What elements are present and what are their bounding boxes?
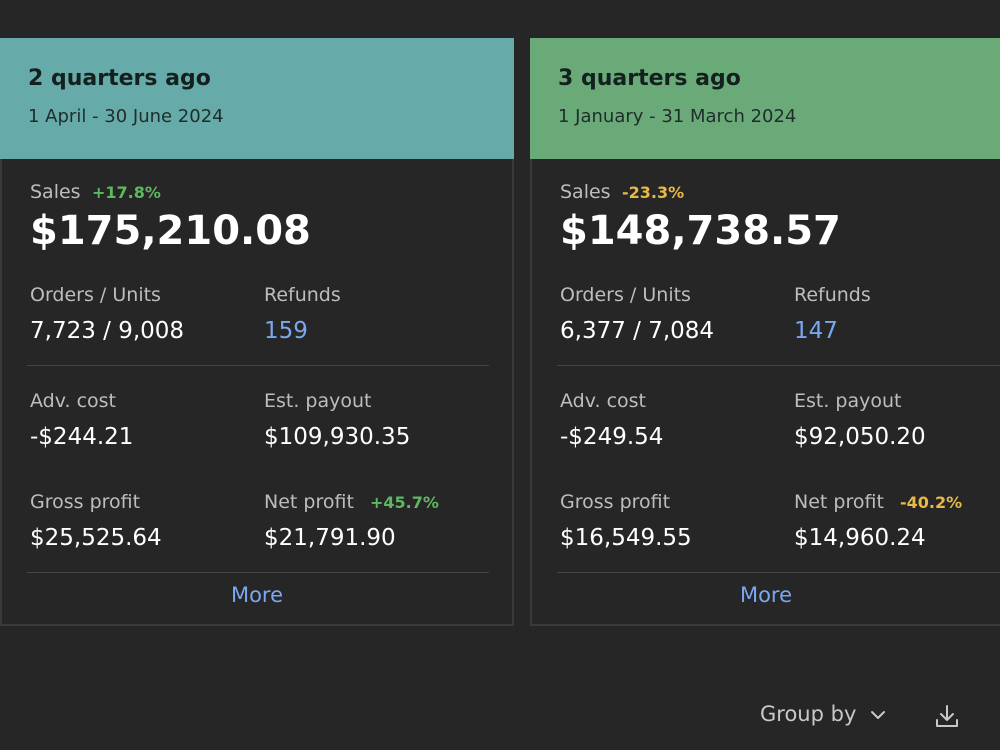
card-title: 3 quarters ago	[558, 66, 741, 91]
gross-profit-value: $25,525.64	[30, 525, 162, 551]
net-profit-label: Net profit	[794, 491, 884, 513]
download-button[interactable]	[933, 702, 961, 734]
adv-cost-value: -$249.54	[560, 424, 664, 450]
card-date-range: 1 January - 31 March 2024	[558, 106, 797, 127]
orders-units-label: Orders / Units	[30, 284, 161, 306]
adv-cost-label: Adv. cost	[560, 390, 646, 412]
more-link[interactable]: More	[230, 583, 284, 607]
group-by-label: Group by	[760, 702, 857, 726]
period-card-3-quarters-ago: 3 quarters ago 1 January - 31 March 2024…	[530, 38, 1000, 626]
sales-change: +17.8%	[92, 183, 161, 202]
period-card-2-quarters-ago: 2 quarters ago 1 April - 30 June 2024 Sa…	[0, 38, 514, 626]
refunds-label: Refunds	[264, 284, 341, 306]
group-by-dropdown[interactable]: Group by	[760, 702, 887, 726]
net-profit-value: $14,960.24	[794, 525, 926, 551]
card-header: 2 quarters ago 1 April - 30 June 2024	[0, 38, 514, 159]
divider	[557, 572, 1000, 573]
sales-change: -23.3%	[622, 183, 685, 202]
refunds-link[interactable]: 147	[794, 318, 838, 344]
refunds-label: Refunds	[794, 284, 871, 306]
refunds-link[interactable]: 159	[264, 318, 308, 344]
net-profit-change: +45.7%	[370, 493, 439, 512]
sales-label: Sales	[560, 181, 611, 203]
card-date-range: 1 April - 30 June 2024	[28, 106, 224, 127]
sales-value: $148,738.57	[560, 208, 841, 254]
net-profit-label: Net profit	[264, 491, 354, 513]
download-icon	[936, 705, 958, 727]
sales-label: Sales	[30, 181, 81, 203]
net-profit-change: -40.2%	[900, 493, 963, 512]
adv-cost-value: -$244.21	[30, 424, 134, 450]
net-profit-value: $21,791.90	[264, 525, 396, 551]
gross-profit-label: Gross profit	[560, 491, 671, 513]
card-title: 2 quarters ago	[28, 66, 211, 91]
card-header: 3 quarters ago 1 January - 31 March 2024	[530, 38, 1000, 159]
gross-profit-label: Gross profit	[30, 491, 141, 513]
sales-value: $175,210.08	[30, 208, 311, 254]
divider	[27, 365, 489, 366]
divider	[557, 365, 1000, 366]
orders-units-value: 6,377 / 7,084	[560, 318, 715, 344]
adv-cost-label: Adv. cost	[30, 390, 116, 412]
est-payout-value: $109,930.35	[264, 424, 411, 450]
est-payout-label: Est. payout	[794, 390, 902, 412]
est-payout-value: $92,050.20	[794, 424, 926, 450]
orders-units-label: Orders / Units	[560, 284, 691, 306]
orders-units-value: 7,723 / 9,008	[30, 318, 185, 344]
est-payout-label: Est. payout	[264, 390, 372, 412]
divider	[27, 572, 489, 573]
chevron-down-icon	[871, 711, 886, 719]
more-link[interactable]: More	[739, 583, 793, 607]
gross-profit-value: $16,549.55	[560, 525, 692, 551]
